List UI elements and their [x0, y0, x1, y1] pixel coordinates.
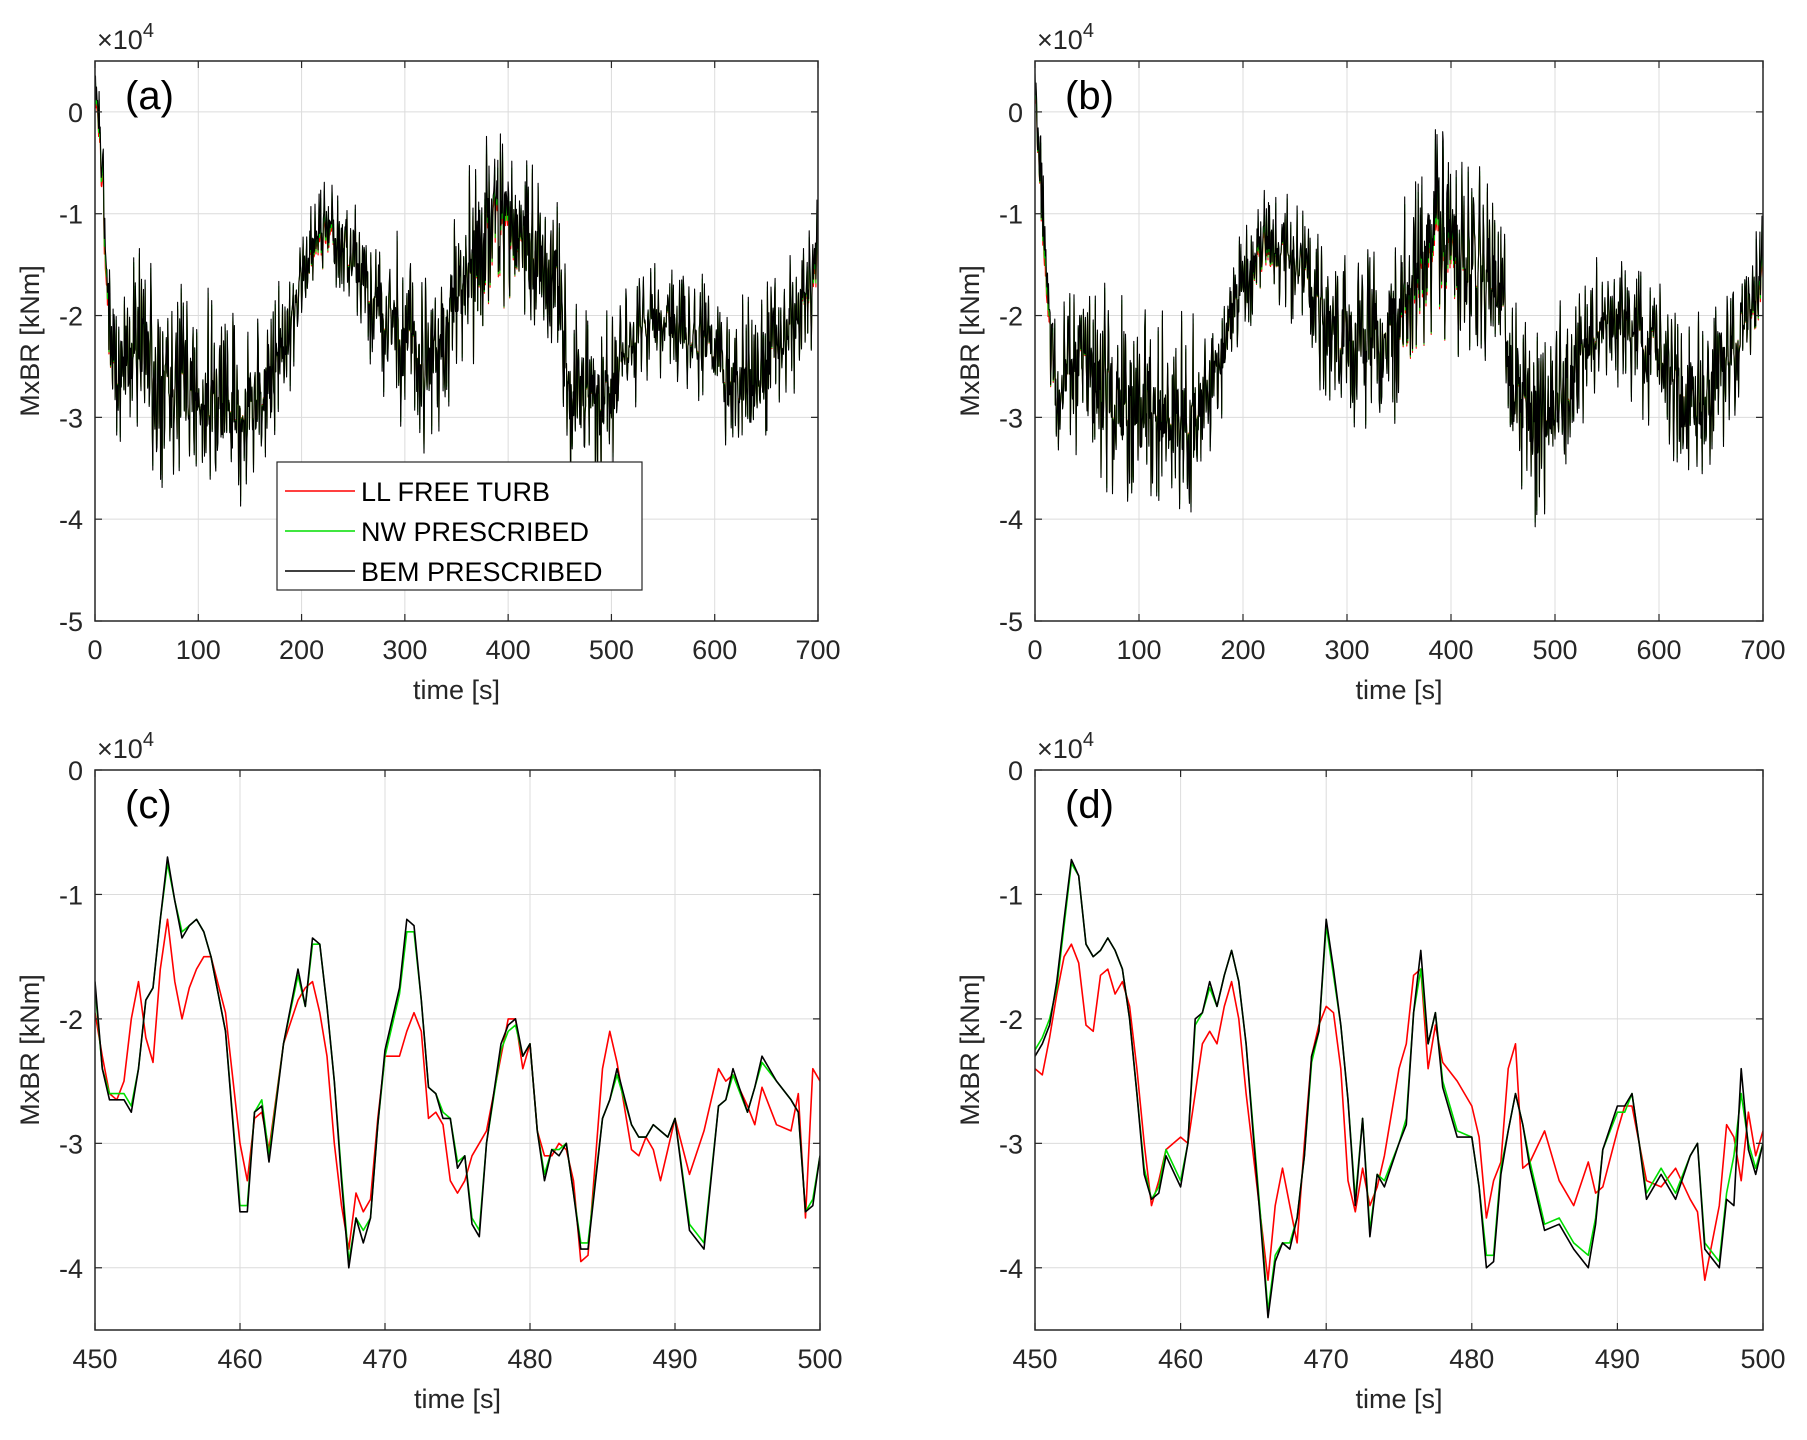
series-group	[95, 75, 818, 507]
x-tick-label: 500	[589, 635, 634, 665]
x-tick-label: 300	[382, 635, 427, 665]
y-tick-label: -4	[999, 1254, 1023, 1284]
y-tick-label: -3	[999, 1129, 1023, 1159]
legend: LL FREE TURB NW PRESCRIBED BEM PRESCRIBED	[276, 461, 643, 591]
y-axis-label: MxBR [kNm]	[15, 974, 45, 1126]
axes-box	[1034, 769, 1764, 1331]
y-tick-label: -3	[59, 403, 83, 433]
series-line-bem-prescribed	[95, 856, 820, 1269]
legend-label: NW PRESCRIBED	[361, 517, 589, 547]
y-tick-label: 0	[1008, 756, 1023, 786]
x-tick-label: 500	[1532, 635, 1577, 665]
y-tick-label: 0	[1008, 98, 1023, 128]
axes-box	[94, 60, 819, 622]
x-tick-label: 100	[176, 635, 221, 665]
x-tick-label: 480	[1449, 1344, 1494, 1374]
x-tick-label: 400	[486, 635, 531, 665]
y-tick-label: -2	[999, 302, 1023, 332]
x-tick-label: 490	[1595, 1344, 1640, 1374]
x-tick-label: 700	[1740, 635, 1785, 665]
x-tick-label: 470	[1304, 1344, 1349, 1374]
x-tick-label: 470	[362, 1344, 407, 1374]
series-line-ll-free-turb	[1035, 943, 1763, 1281]
x-tick-label: 700	[795, 635, 840, 665]
x-axis-label: time [s]	[413, 675, 500, 705]
x-axis-label: time [s]	[414, 1384, 501, 1414]
y-tick-label: 0	[68, 98, 83, 128]
y-axis-label: MxBR [kNm]	[955, 265, 985, 417]
plot-area	[1035, 770, 1763, 1330]
series-line-bem-prescribed	[1035, 858, 1763, 1319]
x-tick-label: 400	[1428, 635, 1473, 665]
y-tick-label: -1	[999, 200, 1023, 230]
plot-area	[95, 770, 820, 1330]
x-tick-label: 450	[1012, 1344, 1057, 1374]
y-tick-label: -3	[999, 403, 1023, 433]
panel-a: 0 100 200 300 400 500 600 700 -5 -4 -3 -2 -1 0 ×104 tim…	[15, 20, 841, 705]
y-tick-label: -4	[999, 505, 1023, 535]
y-exponent-label: ×104	[1037, 729, 1094, 764]
x-tick-label: 500	[797, 1344, 842, 1374]
series-group	[1035, 858, 1763, 1319]
y-tick-label: -1	[999, 880, 1023, 910]
axes-box	[94, 769, 821, 1331]
series-group	[1035, 73, 1763, 528]
x-tick-label: 460	[1158, 1344, 1203, 1374]
panel-c: 450 460 470 480 490 500 -4 -3 -2 -1 0 ×104 time [s] M…	[15, 729, 843, 1414]
series-line-ll-free-turb	[95, 918, 820, 1263]
x-tick-label: 500	[1740, 1344, 1785, 1374]
x-tick-label: 200	[1220, 635, 1265, 665]
x-axis-label: time [s]	[1355, 1384, 1442, 1414]
y-tick-label: -4	[59, 505, 83, 535]
x-tick-label: 200	[279, 635, 324, 665]
y-tick-label: -2	[59, 1005, 83, 1035]
x-tick-label: 600	[1636, 635, 1681, 665]
x-tick-label: 490	[652, 1344, 697, 1374]
y-tick-label: -2	[999, 1005, 1023, 1035]
y-tick-label: -2	[59, 302, 83, 332]
x-tick-label: 0	[87, 635, 102, 665]
x-axis-label: time [s]	[1355, 675, 1442, 705]
y-axis-label: MxBR [kNm]	[955, 974, 985, 1126]
y-axis-label: MxBR [kNm]	[15, 265, 45, 417]
series-line-bem-prescribed	[1035, 73, 1763, 528]
y-tick-label: -1	[59, 880, 83, 910]
series-group	[95, 856, 820, 1269]
x-tick-label: 0	[1027, 635, 1042, 665]
panel-label: (b)	[1065, 74, 1114, 118]
y-tick-label: -4	[59, 1254, 83, 1284]
y-exponent-label: ×104	[1037, 20, 1094, 55]
y-tick-label: 0	[68, 756, 83, 786]
y-exponent-label: ×104	[97, 729, 154, 764]
x-tick-label: 300	[1324, 635, 1369, 665]
panel-b: 0 100 200 300 400 500 600 700 -5 -4 -3 -2 -1 0 ×104 tim…	[955, 20, 1786, 705]
x-tick-label: 100	[1116, 635, 1161, 665]
x-tick-label: 460	[217, 1344, 262, 1374]
x-tick-label: 600	[692, 635, 737, 665]
legend-box	[276, 461, 643, 591]
panel-label: (c)	[125, 783, 172, 827]
panel-d: 450 460 470 480 490 500 -4 -3 -2 -1 0 ×104 time [s] M…	[955, 729, 1786, 1414]
legend-label: LL FREE TURB	[361, 477, 550, 507]
panel-label: (a)	[125, 74, 174, 118]
y-tick-label: -1	[59, 200, 83, 230]
y-tick-label: -3	[59, 1129, 83, 1159]
panel-label: (d)	[1065, 783, 1114, 827]
y-tick-label: -5	[999, 607, 1023, 637]
x-tick-label: 450	[72, 1344, 117, 1374]
y-tick-label: -5	[59, 607, 83, 637]
series-line-bem-prescribed	[95, 75, 818, 507]
axes-box	[1034, 60, 1764, 622]
y-exponent-label: ×104	[97, 20, 154, 55]
x-tick-label: 480	[507, 1344, 552, 1374]
legend-label: BEM PRESCRIBED	[361, 557, 603, 587]
